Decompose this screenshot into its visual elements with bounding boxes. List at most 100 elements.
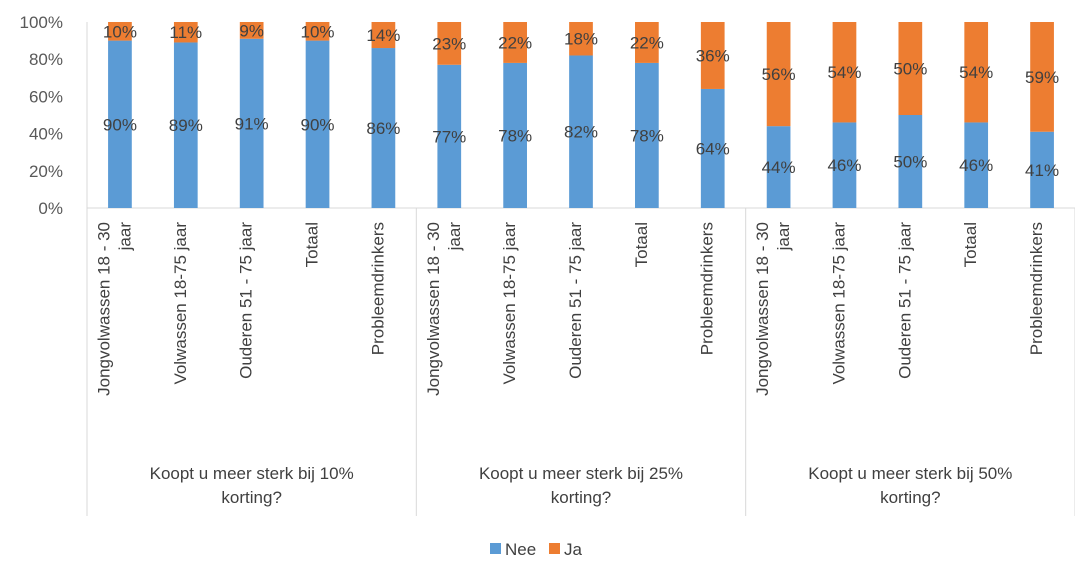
category-label-line: Probleemdrinkers <box>368 222 387 355</box>
data-label-nee: 44% <box>762 158 796 177</box>
data-label-ja: 54% <box>959 63 993 82</box>
group-label: Koopt u meer sterk bij 10% <box>150 464 354 483</box>
category-label: Ouderen 51 - 75 jaar <box>895 222 914 379</box>
category-label-line: Probleemdrinkers <box>698 222 717 355</box>
data-label-nee: 64% <box>696 139 730 158</box>
bar-ja <box>108 22 132 41</box>
bar-ja <box>371 22 396 49</box>
category-label: Probleemdrinkers <box>368 222 387 355</box>
bar-ja <box>437 22 462 65</box>
category-label-line: jaar <box>115 222 134 252</box>
y-tick-label: 60% <box>29 87 63 106</box>
legend-swatch-ja <box>549 543 560 554</box>
data-label-ja: 56% <box>762 65 796 84</box>
data-label-nee: 78% <box>498 126 532 145</box>
category-label: Probleemdrinkers <box>698 222 717 355</box>
bar-ja <box>832 22 857 123</box>
data-label-nee: 77% <box>432 127 466 146</box>
category-label: Totaal <box>632 222 651 267</box>
bar-ja <box>1030 22 1054 132</box>
bar-nee <box>305 40 330 208</box>
data-label-ja: 11% <box>169 23 202 42</box>
bar-ja <box>766 22 791 127</box>
data-label-nee: 90% <box>103 115 137 134</box>
category-label-line: Ouderen 51 - 75 jaar <box>237 222 256 379</box>
category-label-line: jaar <box>445 222 464 252</box>
bar-ja <box>700 22 725 89</box>
category-label-line: Jongvolwassen 18 - 30 <box>753 222 772 396</box>
data-label-nee: 89% <box>169 116 203 135</box>
category-label: Jongvolwassen 18 - 30 jaar <box>94 222 134 396</box>
bar-ja <box>635 22 659 63</box>
category-label: Ouderen 51 - 75 jaar <box>237 222 256 379</box>
bar-ja <box>964 22 989 123</box>
legend-swatch-nee <box>490 543 501 554</box>
category-label-line: Volwassen 18-75 jaar <box>500 222 519 385</box>
data-label-nee: 82% <box>564 123 598 142</box>
bar-nee <box>700 88 725 208</box>
bar-nee <box>173 42 198 209</box>
group-label: korting? <box>880 488 940 507</box>
data-label-nee: 46% <box>959 156 993 175</box>
category-label-line: Totaal <box>632 222 651 267</box>
data-label-ja: 22% <box>630 33 664 52</box>
data-label-ja: 59% <box>1025 68 1059 87</box>
data-label-nee: 78% <box>630 126 664 145</box>
bar-ja <box>898 22 923 115</box>
data-label-ja: 10% <box>301 22 335 41</box>
bar-nee <box>239 38 264 208</box>
bar-nee <box>635 62 659 208</box>
y-tick-label: 20% <box>29 162 63 181</box>
group-label: Koopt u meer sterk bij 50% <box>808 464 1012 483</box>
bar-nee <box>437 64 462 208</box>
category-label-line: Totaal <box>961 222 980 267</box>
y-tick-label: 100% <box>20 13 63 32</box>
y-tick-label: 40% <box>29 125 63 144</box>
data-label-ja: 22% <box>498 33 532 52</box>
data-label-ja: 50% <box>893 60 927 79</box>
data-label-nee: 46% <box>827 156 861 175</box>
data-label-nee: 41% <box>1025 161 1059 180</box>
bar-nee <box>832 122 857 208</box>
category-label-line: Jongvolwassen 18 - 30 <box>94 222 113 396</box>
data-label-nee: 90% <box>301 115 335 134</box>
category-label: Jongvolwassen 18 - 30 jaar <box>424 222 464 396</box>
bar-nee <box>371 48 396 208</box>
data-label-ja: 54% <box>827 63 861 82</box>
category-label-line: Totaal <box>303 222 322 267</box>
category-label: Ouderen 51 - 75 jaar <box>566 222 585 379</box>
category-label: Totaal <box>303 222 322 267</box>
bar-nee <box>569 55 593 209</box>
category-label: Volwassen 18-75 jaar <box>171 222 190 385</box>
category-label-line: Volwassen 18-75 jaar <box>829 222 848 385</box>
bar-nee <box>503 62 527 208</box>
y-tick-label: 80% <box>29 50 63 69</box>
group-label: Koopt u meer sterk bij 25% <box>479 464 683 483</box>
legend-label-ja: Ja <box>564 540 583 559</box>
bar-nee <box>1030 131 1054 208</box>
category-label-line: Ouderen 51 - 75 jaar <box>895 222 914 379</box>
data-label-ja: 10% <box>103 22 137 41</box>
group-label: korting? <box>551 488 611 507</box>
category-label: Probleemdrinkers <box>1027 222 1046 355</box>
group-label: korting? <box>221 488 281 507</box>
bar-nee <box>766 126 791 208</box>
data-label-ja: 9% <box>239 21 264 40</box>
y-tick-label: 0% <box>38 199 63 218</box>
data-label-nee: 91% <box>235 114 269 133</box>
data-label-ja: 18% <box>564 30 598 49</box>
bar-ja <box>503 22 527 63</box>
category-label: Volwassen 18-75 jaar <box>500 222 519 385</box>
data-label-ja: 14% <box>366 26 400 45</box>
bar-nee <box>108 40 132 208</box>
data-label-ja: 23% <box>432 34 466 53</box>
category-label: Jongvolwassen 18 - 30 jaar <box>753 222 793 396</box>
bar-nee <box>964 122 989 208</box>
category-label: Totaal <box>961 222 980 267</box>
bar-nee <box>898 115 923 208</box>
bar-ja <box>239 22 264 39</box>
category-label: Volwassen 18-75 jaar <box>829 222 848 385</box>
data-label-ja: 36% <box>696 46 730 65</box>
